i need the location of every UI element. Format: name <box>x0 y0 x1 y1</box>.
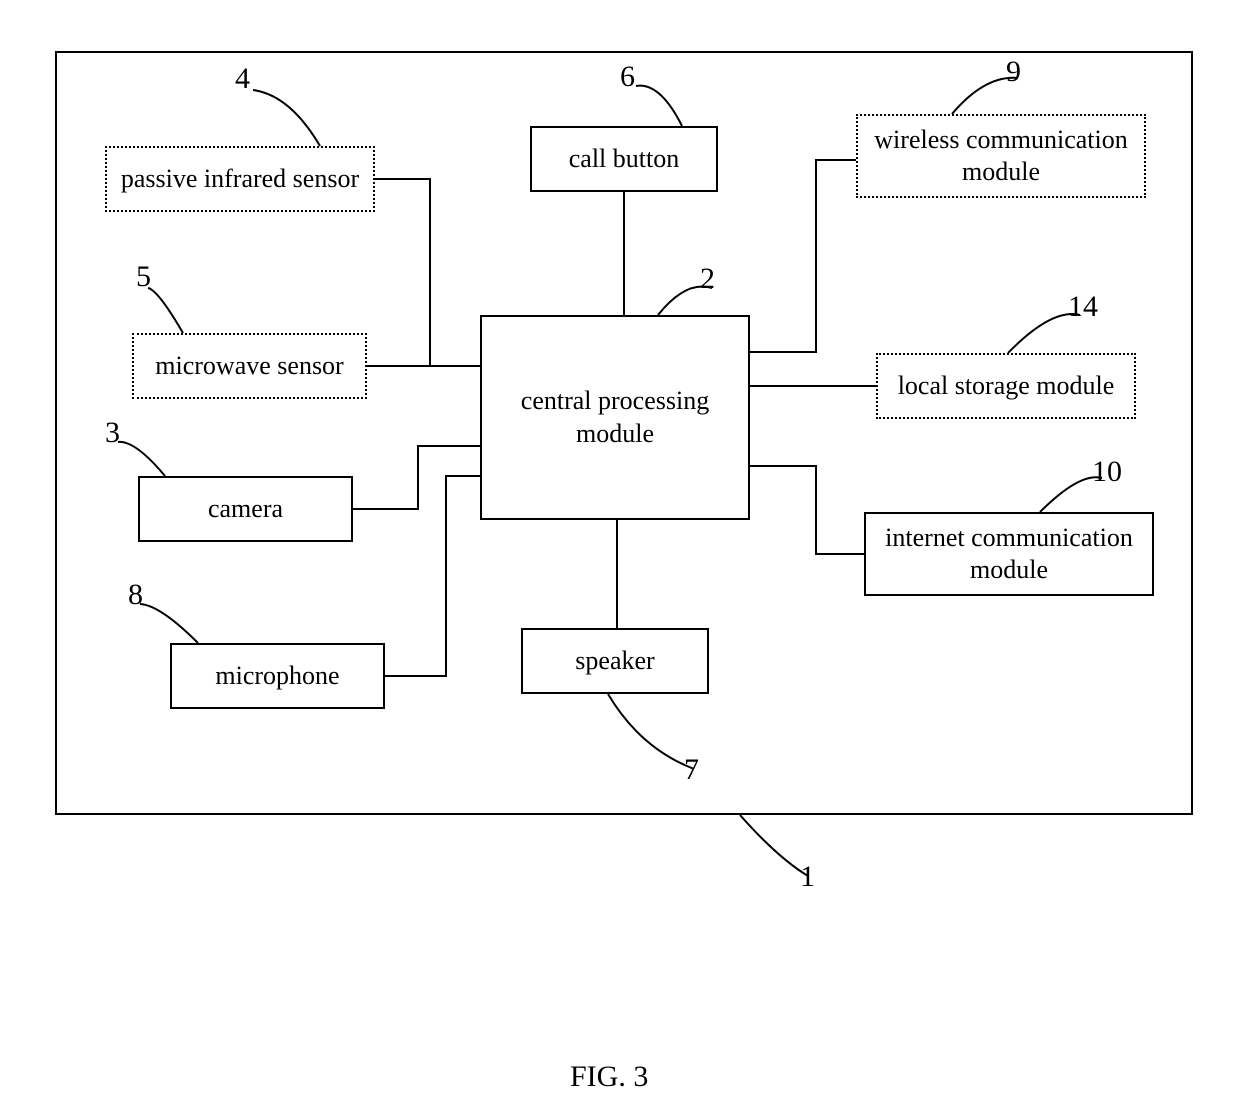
refnum-2: 2 <box>700 262 715 296</box>
refnum-10: 10 <box>1092 455 1122 489</box>
block-local-storage: local storage module <box>876 353 1136 419</box>
block-microwave-sensor: microwave sensor <box>132 333 367 399</box>
block-passive-infrared-sensor: passive infrared sensor <box>105 146 375 212</box>
label: call button <box>569 143 679 176</box>
label: passive infrared sensor <box>121 163 359 196</box>
refnum-9: 9 <box>1006 55 1021 89</box>
refnum-6: 6 <box>620 60 635 94</box>
block-microphone: microphone <box>170 643 385 709</box>
refnum-5: 5 <box>136 260 151 294</box>
label: microwave sensor <box>155 350 343 383</box>
refnum-3: 3 <box>105 416 120 450</box>
block-central-processing: central processing module <box>480 315 750 520</box>
label: speaker <box>575 645 654 678</box>
figure-caption: FIG. 3 <box>570 1060 648 1094</box>
diagram-canvas: passive infrared sensor microwave sensor… <box>0 0 1240 1119</box>
label: internet communication module <box>872 522 1146 587</box>
label: camera <box>208 493 283 526</box>
block-internet-communication: internet communication module <box>864 512 1154 596</box>
label: wireless communication module <box>864 124 1138 189</box>
refnum-1: 1 <box>800 860 815 894</box>
label: central processing module <box>488 385 742 450</box>
refnum-14: 14 <box>1068 290 1098 324</box>
refnum-8: 8 <box>128 578 143 612</box>
block-camera: camera <box>138 476 353 542</box>
block-call-button: call button <box>530 126 718 192</box>
refnum-4: 4 <box>235 62 250 96</box>
block-speaker: speaker <box>521 628 709 694</box>
label: microphone <box>215 660 339 693</box>
refnum-7: 7 <box>684 753 699 787</box>
label: local storage module <box>898 370 1115 403</box>
block-wireless-communication: wireless communication module <box>856 114 1146 198</box>
